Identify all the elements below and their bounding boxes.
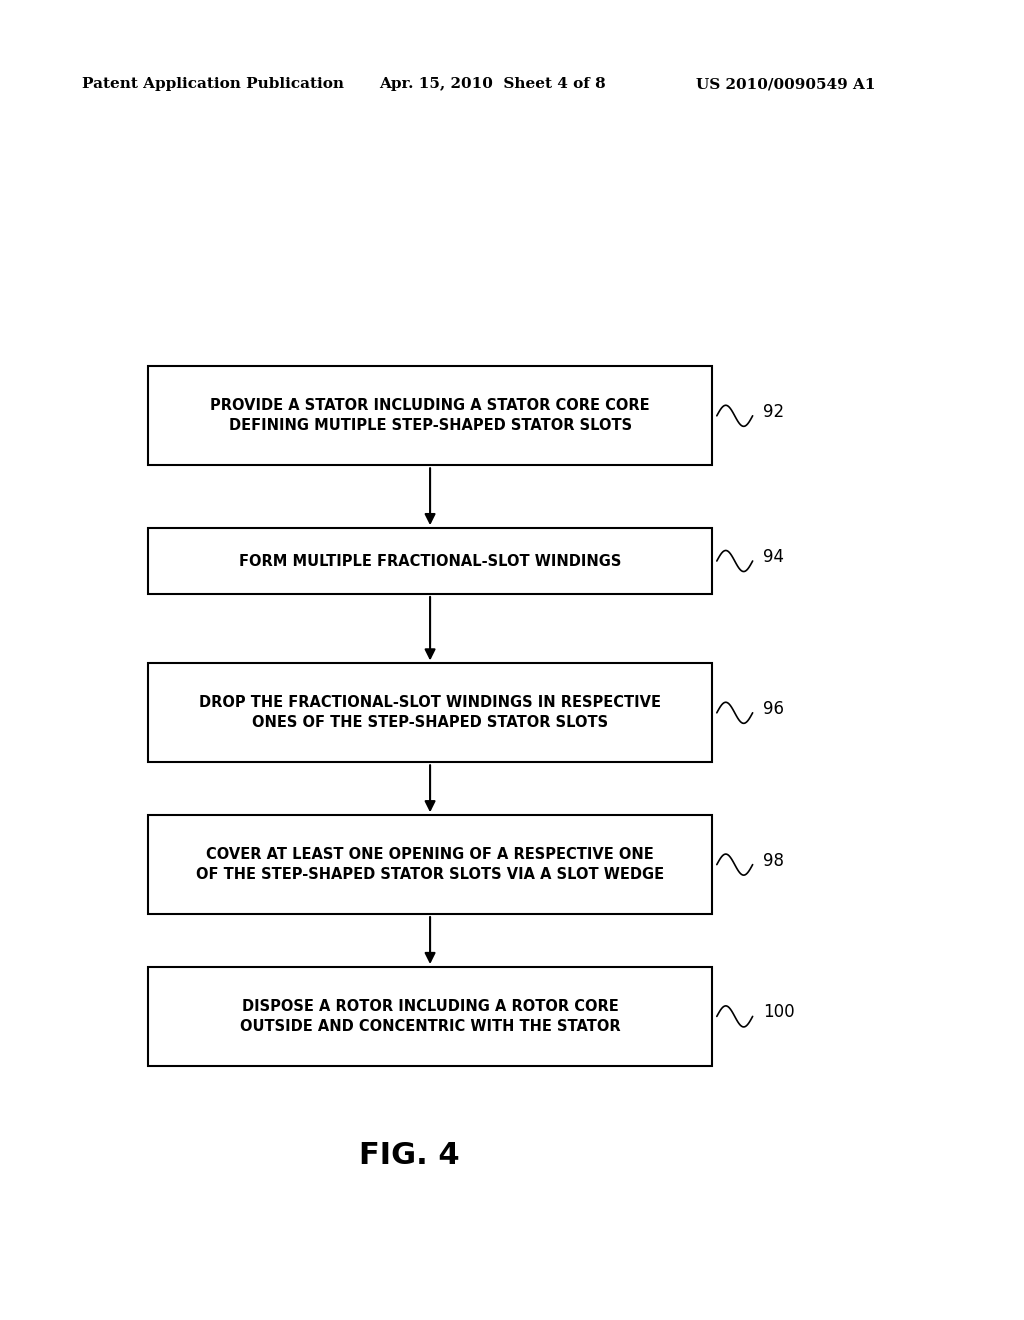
Text: COVER AT LEAST ONE OPENING OF A RESPECTIVE ONE
OF THE STEP-SHAPED STATOR SLOTS V: COVER AT LEAST ONE OPENING OF A RESPECTI… [196,847,665,882]
Text: 92: 92 [763,403,784,421]
Text: 96: 96 [763,700,784,718]
Text: 94: 94 [763,548,784,566]
FancyBboxPatch shape [148,366,712,465]
FancyBboxPatch shape [148,663,712,762]
Text: FORM MULTIPLE FRACTIONAL-SLOT WINDINGS: FORM MULTIPLE FRACTIONAL-SLOT WINDINGS [239,553,622,569]
Text: Patent Application Publication: Patent Application Publication [82,78,344,91]
Text: PROVIDE A STATOR INCLUDING A STATOR CORE CORE
DEFINING MUTIPLE STEP-SHAPED STATO: PROVIDE A STATOR INCLUDING A STATOR CORE… [210,399,650,433]
Text: FIG. 4: FIG. 4 [359,1140,460,1170]
Text: DROP THE FRACTIONAL-SLOT WINDINGS IN RESPECTIVE
ONES OF THE STEP-SHAPED STATOR S: DROP THE FRACTIONAL-SLOT WINDINGS IN RES… [199,696,662,730]
Text: 98: 98 [763,851,784,870]
FancyBboxPatch shape [148,966,712,1067]
Text: 100: 100 [763,1003,795,1022]
Text: US 2010/0090549 A1: US 2010/0090549 A1 [696,78,876,91]
FancyBboxPatch shape [148,814,712,913]
Text: Apr. 15, 2010  Sheet 4 of 8: Apr. 15, 2010 Sheet 4 of 8 [379,78,605,91]
Text: DISPOSE A ROTOR INCLUDING A ROTOR CORE
OUTSIDE AND CONCENTRIC WITH THE STATOR: DISPOSE A ROTOR INCLUDING A ROTOR CORE O… [240,999,621,1034]
FancyBboxPatch shape [148,528,712,594]
